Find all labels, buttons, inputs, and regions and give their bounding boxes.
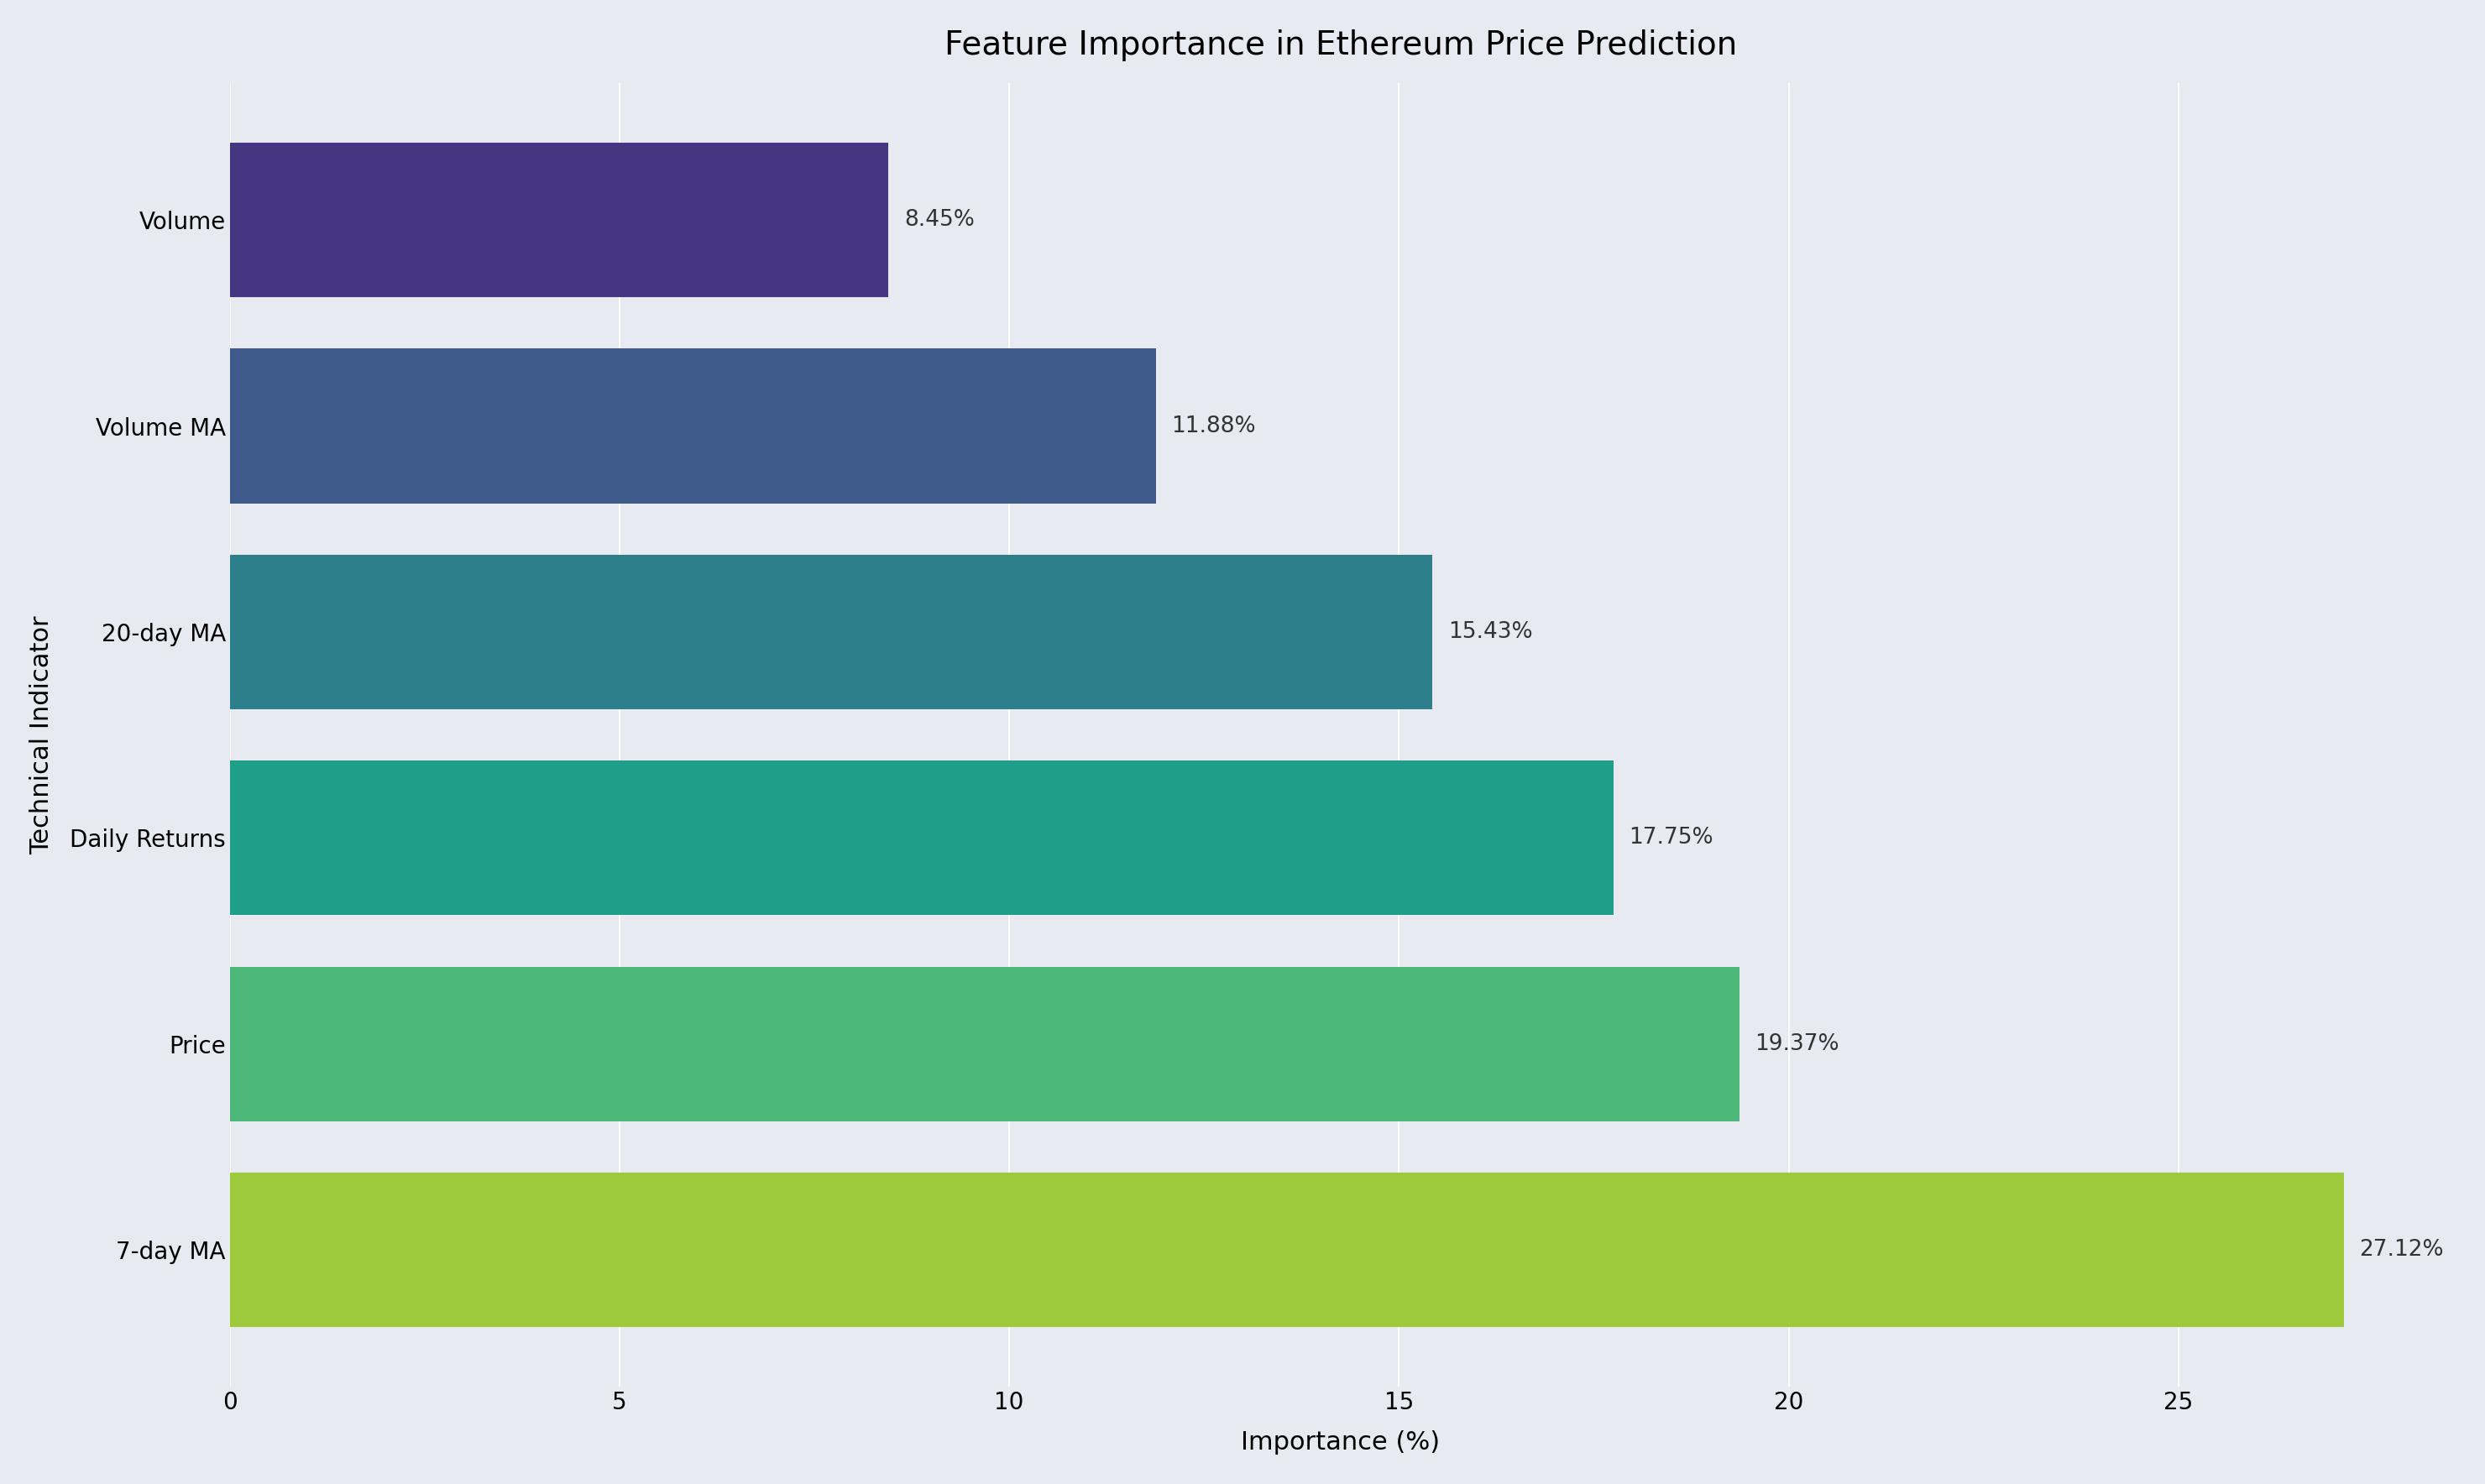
Text: 11.88%: 11.88%	[1170, 416, 1255, 436]
Y-axis label: Technical Indicator: Technical Indicator	[30, 616, 55, 855]
Bar	[229, 761, 1613, 916]
Text: 27.12%: 27.12%	[2358, 1239, 2443, 1261]
Bar	[229, 142, 890, 297]
Text: 19.37%: 19.37%	[1754, 1033, 1839, 1055]
Title: Feature Importance in Ethereum Price Prediction: Feature Importance in Ethereum Price Pre…	[944, 30, 1737, 61]
Text: 8.45%: 8.45%	[905, 209, 974, 232]
X-axis label: Importance (%): Importance (%)	[1240, 1431, 1439, 1454]
Bar	[229, 1172, 2343, 1327]
Bar	[229, 555, 1431, 709]
Bar	[229, 349, 1156, 503]
Text: 17.75%: 17.75%	[1628, 827, 1712, 849]
Bar	[229, 966, 1740, 1122]
Text: 15.43%: 15.43%	[1449, 622, 1533, 643]
